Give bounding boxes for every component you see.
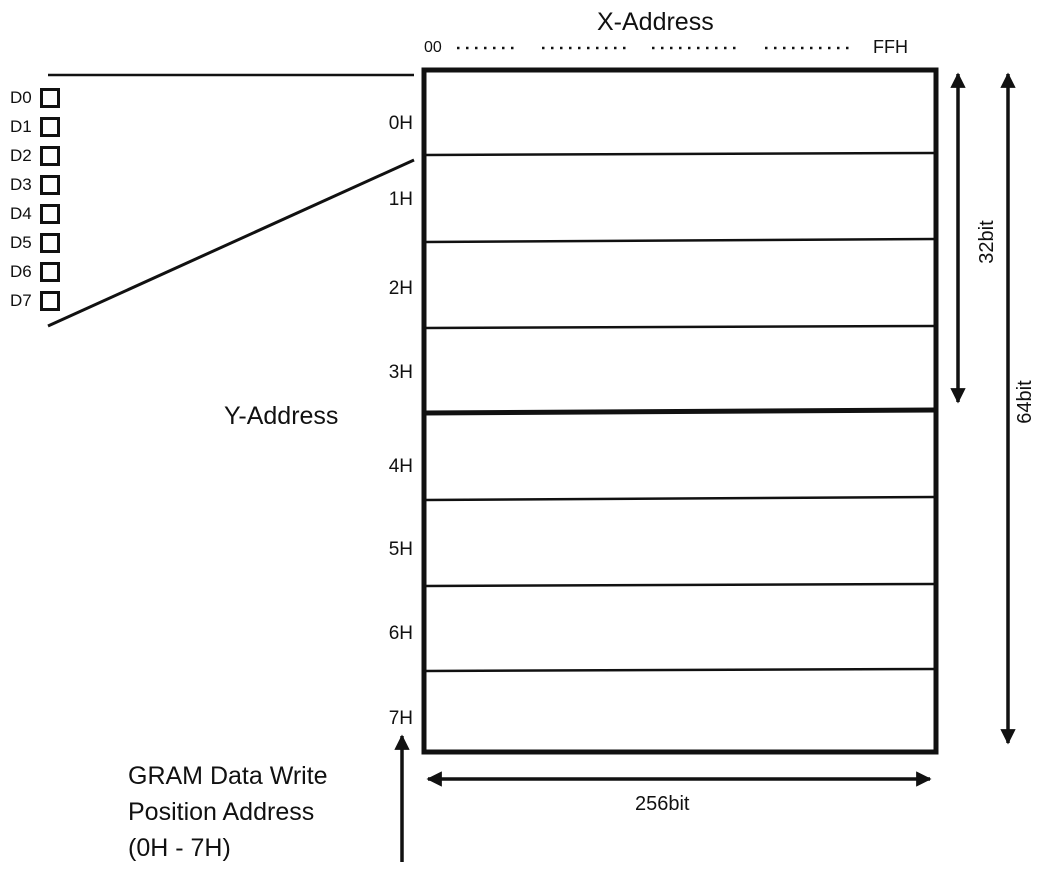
data-bit-box-d5 bbox=[40, 233, 60, 253]
full-height-label: 64bit bbox=[1014, 380, 1036, 424]
y-address-title: Y-Address bbox=[224, 402, 339, 430]
data-bit-label-d2: D2 bbox=[10, 146, 32, 165]
page-label-6: 6H bbox=[388, 623, 413, 644]
width-label: 256bit bbox=[635, 793, 690, 815]
data-bit-box-d1 bbox=[40, 117, 60, 137]
data-bit-box-d2 bbox=[40, 146, 60, 166]
data-bit-label-d4: D4 bbox=[10, 204, 32, 223]
page-divider bbox=[423, 324, 937, 330]
data-bit-box-d4 bbox=[40, 204, 60, 224]
page-label-7: 7H bbox=[388, 708, 413, 729]
x-address-title: X-Address bbox=[597, 8, 714, 36]
data-bit-label-d0: D0 bbox=[10, 88, 32, 107]
page-label-5: 5H bbox=[388, 539, 413, 560]
page-label-4: 4H bbox=[388, 456, 413, 477]
page-label-3: 3H bbox=[388, 362, 413, 383]
write-position-line-2: Position Address bbox=[128, 798, 315, 826]
data-bit-label-d3: D3 bbox=[10, 175, 32, 194]
data-bit-label-d5: D5 bbox=[10, 233, 32, 252]
x-address-start-label: 00 bbox=[424, 39, 442, 56]
data-bit-box-d3 bbox=[40, 175, 60, 195]
write-position-line-1: GRAM Data Write bbox=[128, 762, 328, 790]
page-divider bbox=[423, 667, 937, 673]
half-height-label: 32bit bbox=[976, 220, 998, 264]
data-bit-box-d6 bbox=[40, 262, 60, 282]
page-divider bbox=[423, 582, 937, 588]
data-bit-box-d7 bbox=[40, 291, 60, 311]
page-label-2: 2H bbox=[388, 278, 413, 299]
write-position-line-3: (0H - 7H) bbox=[128, 834, 231, 862]
page-divider bbox=[423, 495, 937, 502]
page-label-0: 0H bbox=[388, 113, 413, 134]
x-address-end-label: FFH bbox=[873, 37, 908, 57]
page-divider bbox=[423, 237, 937, 244]
page-label-1: 1H bbox=[388, 189, 413, 210]
data-bit-box-d0 bbox=[40, 88, 60, 108]
half-divider bbox=[423, 407, 937, 416]
expansion-line-bottom bbox=[47, 158, 415, 328]
data-bit-label-d7: D7 bbox=[10, 291, 32, 310]
data-bit-label-d1: D1 bbox=[10, 117, 32, 136]
page-divider bbox=[423, 151, 937, 157]
data-bit-label-d6: D6 bbox=[10, 262, 32, 281]
